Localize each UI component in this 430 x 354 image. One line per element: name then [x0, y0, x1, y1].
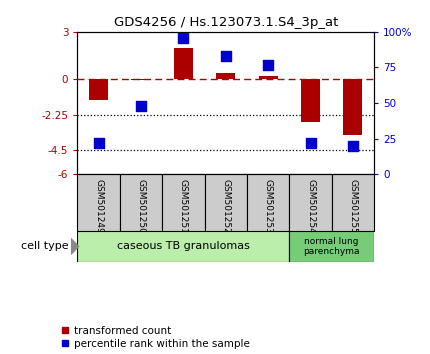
- Point: [265, 62, 272, 67]
- Text: GSM501249: GSM501249: [94, 179, 103, 233]
- Bar: [247, 174, 289, 231]
- Text: GSM501254: GSM501254: [306, 179, 315, 233]
- Bar: [258, 76, 278, 79]
- Text: GSM501253: GSM501253: [264, 179, 273, 234]
- Bar: [132, 79, 150, 80]
- Text: caseous TB granulomas: caseous TB granulomas: [117, 241, 250, 251]
- Bar: [332, 174, 374, 231]
- Text: normal lung
parenchyma: normal lung parenchyma: [304, 237, 360, 256]
- Point: [95, 140, 102, 145]
- Bar: [89, 79, 108, 100]
- Bar: [162, 174, 205, 231]
- Bar: [174, 48, 193, 79]
- Point: [307, 140, 314, 145]
- Bar: [77, 231, 289, 262]
- Text: GSM501251: GSM501251: [179, 179, 188, 234]
- Bar: [205, 174, 247, 231]
- Text: cell type: cell type: [21, 241, 69, 251]
- Bar: [216, 73, 235, 79]
- Bar: [120, 174, 162, 231]
- Point: [222, 53, 229, 59]
- Point: [180, 35, 187, 40]
- Bar: [301, 79, 320, 122]
- Title: GDS4256 / Hs.123073.1.S4_3p_at: GDS4256 / Hs.123073.1.S4_3p_at: [114, 16, 338, 29]
- Text: GSM501250: GSM501250: [136, 179, 145, 234]
- Legend: transformed count, percentile rank within the sample: transformed count, percentile rank withi…: [61, 326, 249, 349]
- Bar: [289, 231, 374, 262]
- Bar: [289, 174, 332, 231]
- Point: [138, 103, 144, 109]
- Text: GSM501252: GSM501252: [221, 179, 230, 233]
- Bar: [344, 79, 362, 135]
- Text: GSM501255: GSM501255: [348, 179, 357, 234]
- Point: [350, 143, 356, 148]
- Bar: [77, 174, 120, 231]
